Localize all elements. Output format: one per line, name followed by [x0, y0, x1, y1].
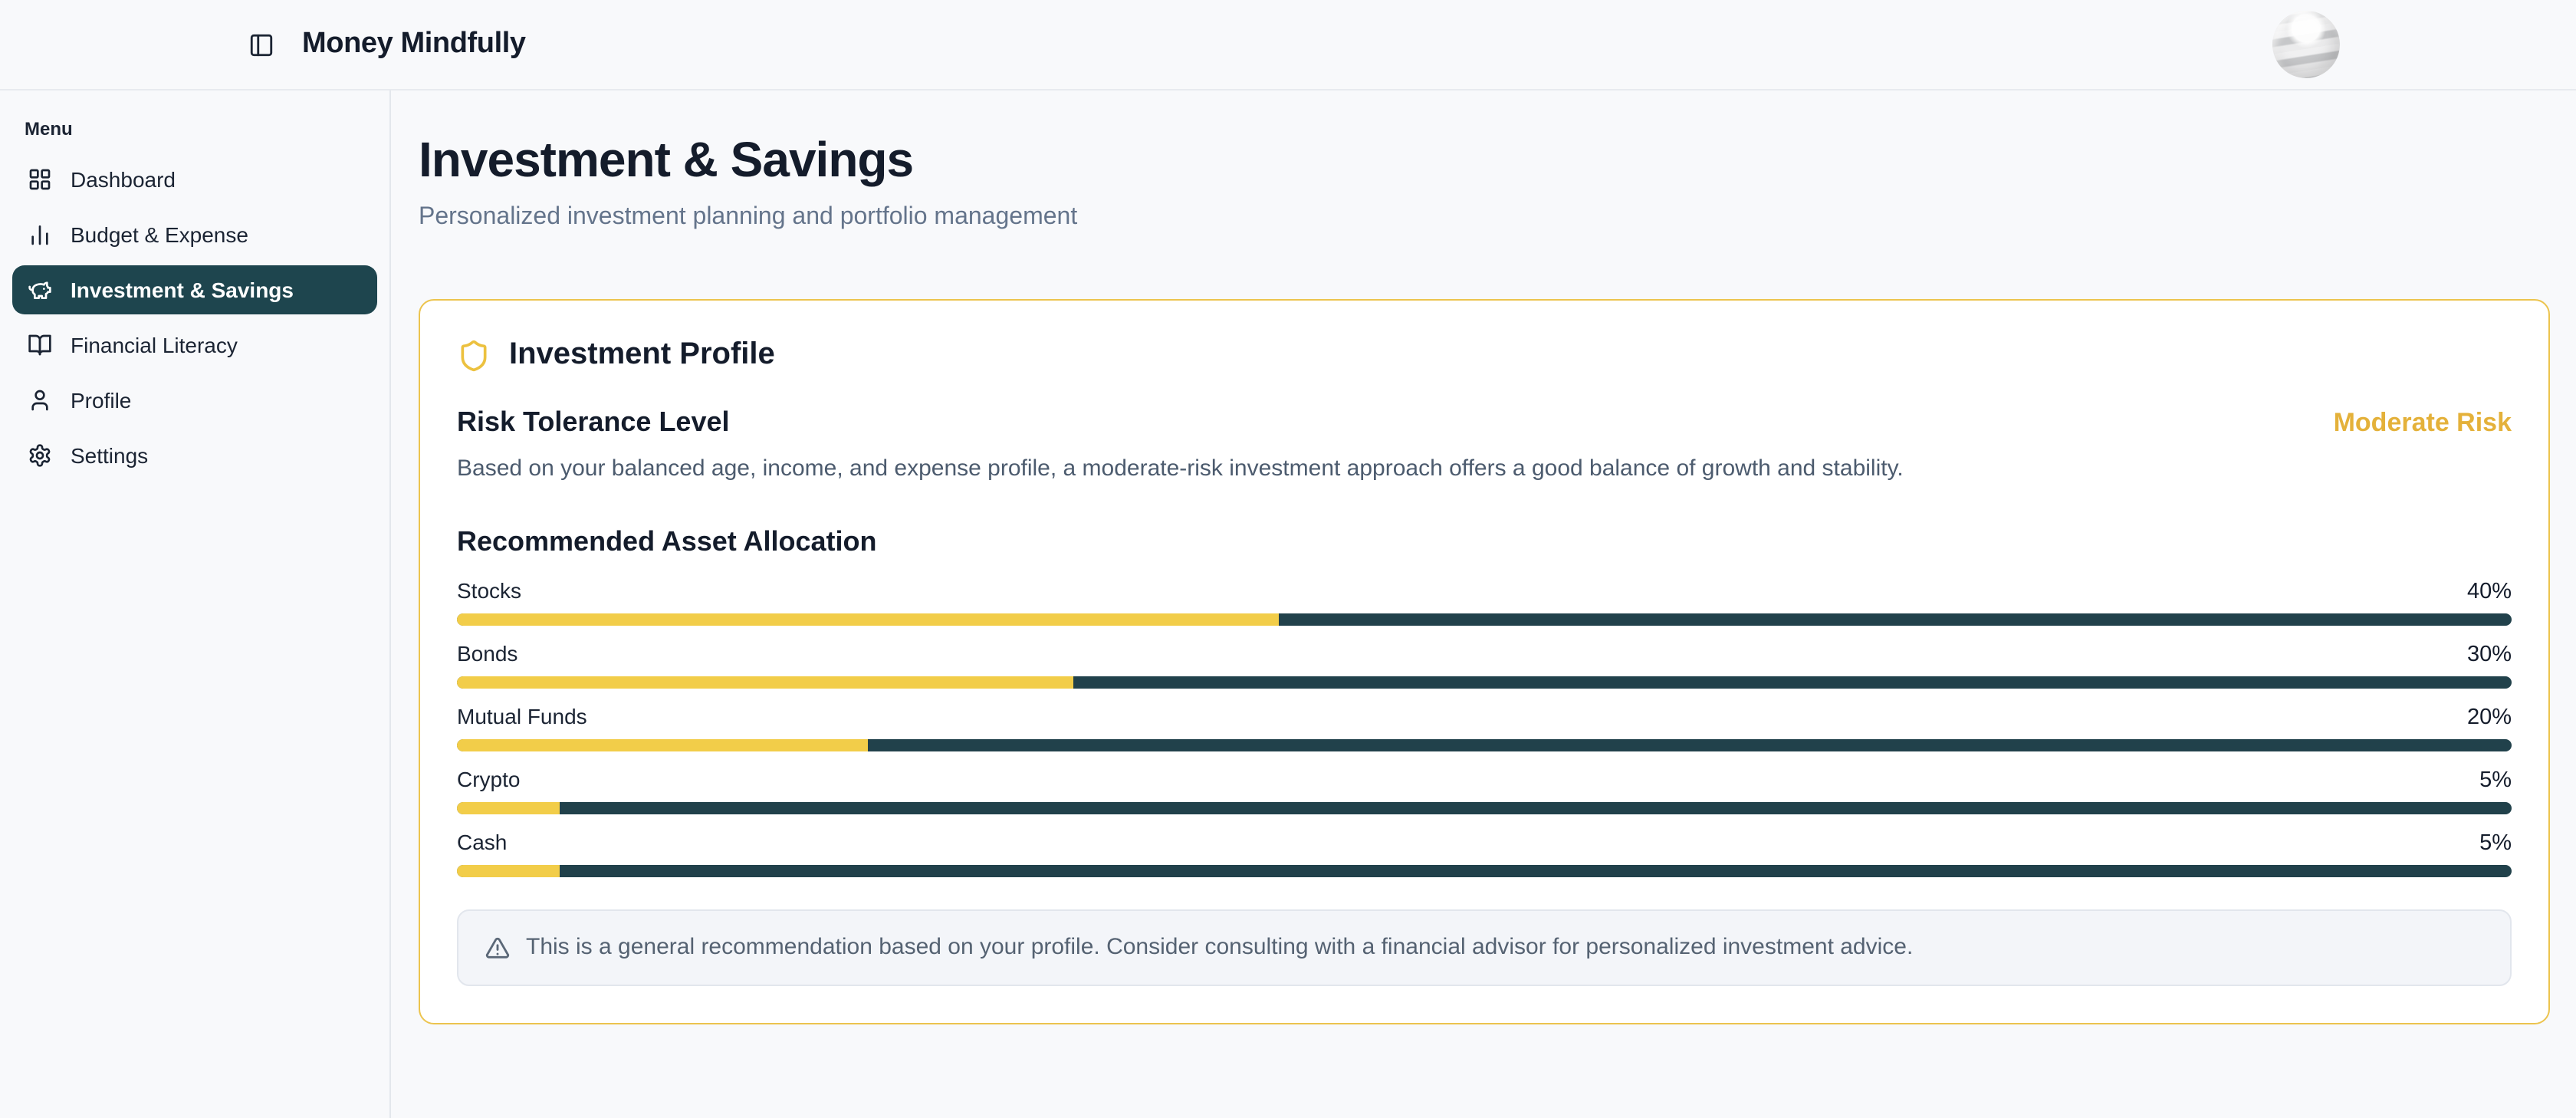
allocation-row-bonds: Bonds 30%	[457, 641, 2512, 689]
sidebar-item-label: Dashboard	[71, 167, 176, 192]
allocation-heading: Recommended Asset Allocation	[457, 526, 877, 557]
sidebar-item-financial-literacy[interactable]: Financial Literacy	[12, 321, 377, 370]
book-open-icon	[28, 333, 52, 357]
sidebar-item-label: Investment & Savings	[71, 278, 294, 302]
risk-level-badge: Moderate Risk	[2333, 407, 2512, 436]
sidebar-item-budget-expense[interactable]: Budget & Expense	[12, 210, 377, 259]
allocation-percent: 20%	[2466, 705, 2512, 730]
panel-left-icon	[250, 33, 273, 56]
sidebar-section-label: Menu	[25, 118, 73, 140]
sidebar-item-label: Profile	[71, 388, 132, 413]
sidebar-item-label: Financial Literacy	[71, 333, 238, 357]
allocation-row-crypto: Crypto 5%	[457, 767, 2512, 814]
allocation-bar-track	[457, 865, 2512, 877]
allocation-bar-fill	[457, 802, 560, 814]
sidebar-item-dashboard[interactable]: Dashboard	[12, 155, 377, 204]
page-title: Investment & Savings	[419, 132, 914, 187]
sidebar-nav: Dashboard Budget & Expense	[12, 155, 377, 480]
allocation-bar-track	[457, 802, 2512, 814]
allocation-label: Mutual Funds	[457, 704, 587, 728]
sidebar: Menu Dashboard	[0, 90, 391, 1118]
avatar[interactable]	[2272, 11, 2340, 78]
allocation-percent: 40%	[2466, 580, 2512, 604]
allocation-row-mutual-funds: Mutual Funds 20%	[457, 704, 2512, 751]
piggy-bank-icon	[28, 278, 52, 302]
gear-icon	[28, 443, 52, 468]
sidebar-item-investment-savings[interactable]: Investment & Savings	[12, 265, 377, 314]
bar-chart-icon	[28, 222, 52, 247]
allocation-row-stocks: Stocks 40%	[457, 578, 2512, 626]
disclaimer-note: This is a general recommendation based o…	[457, 909, 2512, 986]
allocation-bar-fill	[457, 676, 1073, 689]
allocation-label: Bonds	[457, 641, 518, 666]
card-header: Investment Profile	[457, 337, 2512, 373]
allocation-bar-track	[457, 676, 2512, 689]
user-icon	[28, 388, 52, 413]
app-title: Money Mindfully	[302, 28, 526, 60]
sidebar-toggle-button[interactable]	[248, 31, 274, 58]
allocation-label: Stocks	[457, 578, 522, 603]
risk-tolerance-heading: Risk Tolerance Level	[457, 406, 730, 437]
allocation-row-cash: Cash 5%	[457, 830, 2512, 877]
allocation-bar-fill	[457, 739, 868, 751]
sidebar-item-settings[interactable]: Settings	[12, 431, 377, 480]
disclaimer-text: This is a general recommendation based o…	[526, 934, 1914, 960]
investment-profile-card: Investment Profile Risk Tolerance Level …	[419, 299, 2550, 1024]
shield-icon	[457, 338, 491, 372]
sidebar-item-profile[interactable]: Profile	[12, 376, 377, 425]
app-body: Menu Dashboard	[0, 90, 2576, 1118]
app-header: Money Mindfully	[0, 0, 2576, 90]
sidebar-item-label: Settings	[71, 443, 149, 468]
sidebar-item-label: Budget & Expense	[71, 222, 248, 247]
warning-triangle-icon	[485, 935, 511, 961]
allocation-percent: 5%	[2479, 768, 2512, 793]
allocation-label: Crypto	[457, 767, 521, 791]
allocation-percent: 5%	[2479, 831, 2512, 856]
main-content: Investment & Savings Personalized invest…	[391, 90, 2576, 1118]
allocation-bar-track	[457, 739, 2512, 751]
card-title: Investment Profile	[509, 337, 775, 371]
risk-description: Based on your balanced age, income, and …	[457, 455, 1904, 482]
allocation-label: Cash	[457, 830, 508, 854]
allocation-percent: 30%	[2466, 643, 2512, 667]
allocation-bar-track	[457, 613, 2512, 626]
risk-tolerance-row: Risk Tolerance Level Moderate Risk	[457, 406, 2512, 439]
allocation-bar-fill	[457, 613, 1279, 626]
page-subtitle: Personalized investment planning and por…	[419, 204, 1078, 230]
allocation-bar-fill	[457, 865, 560, 877]
layout-grid-icon	[28, 167, 52, 192]
allocation-list: Stocks 40% Bonds 30%	[457, 578, 2512, 877]
